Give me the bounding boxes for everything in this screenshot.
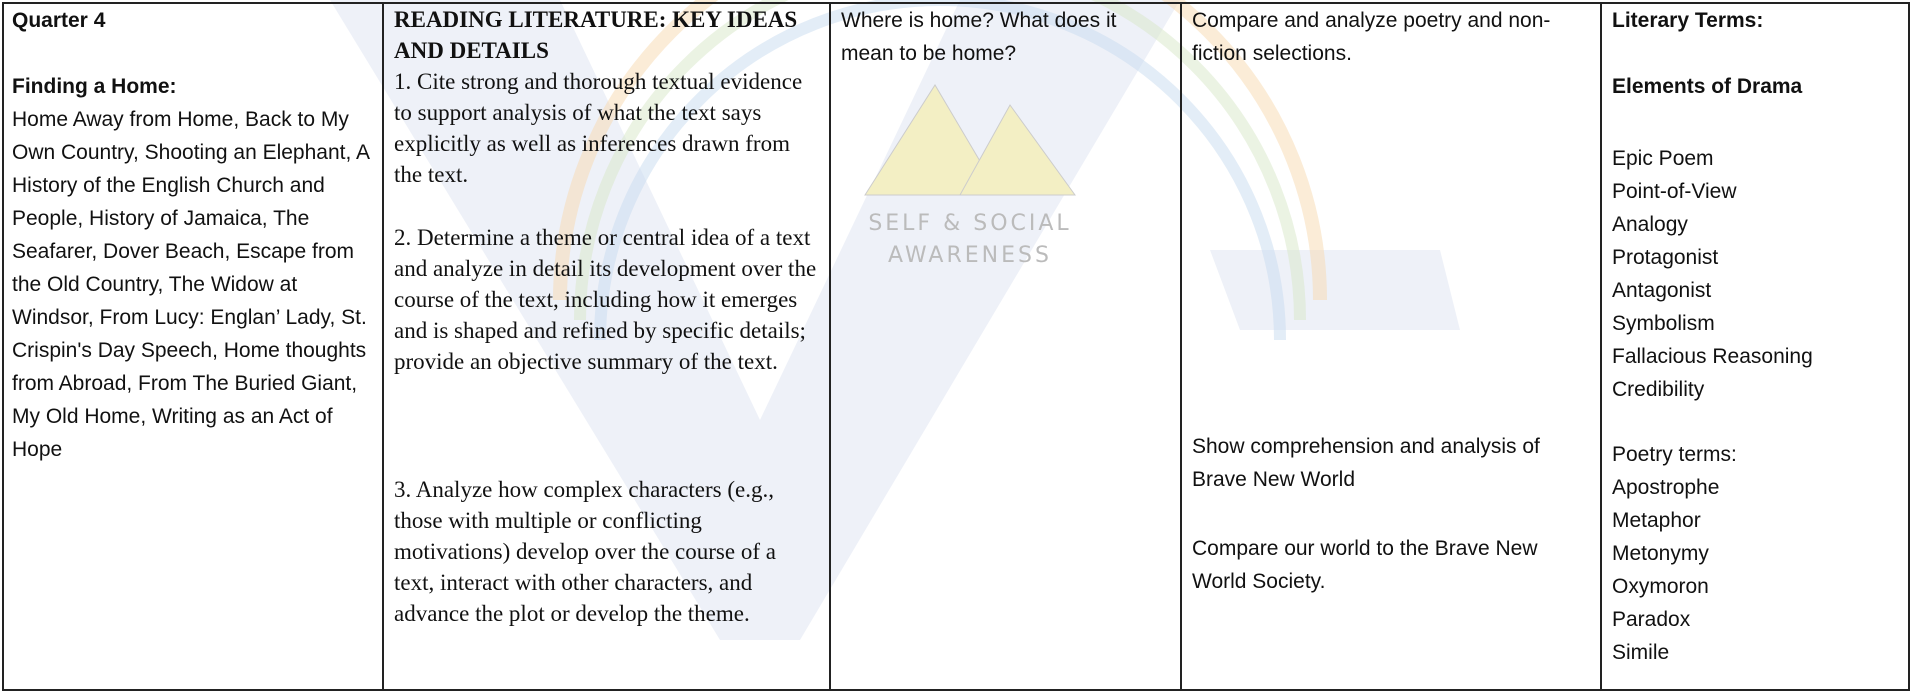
cell-text: Home Away from Home, Back to My Own Coun… (12, 108, 369, 461)
cell-goals: Compare and analyze poetry and non-ficti… (1180, 2, 1600, 691)
watermark-arc (574, 0, 1306, 321)
goal-item: Compare our world to the Brave New World… (1192, 537, 1538, 593)
cell-unit: Quarter 4 Finding a Home: Home Away from… (2, 2, 382, 691)
watermark-arc (553, 0, 1327, 301)
watermark-text: AWARENESS (888, 243, 1052, 268)
cell-title: Quarter 4 (12, 9, 106, 32)
poetry-list: Poetry terms: Apostrophe Metaphor Metonymy… (1612, 438, 1900, 669)
logo-triangle (864, 84, 1001, 196)
term: Point-of-View (1612, 180, 1737, 203)
term: Apostrophe (1612, 476, 1720, 499)
goal-item: Compare and analyze poetry and non-ficti… (1192, 9, 1551, 65)
watermark-text: SELF & SOCIAL (868, 211, 1071, 236)
term: Paradox (1612, 608, 1691, 631)
goal-item: Show comprehension and analysis of Brave… (1192, 435, 1540, 491)
cell-subtitle: Finding a Home: (12, 75, 177, 98)
cell-standards: READING LITERATURE: KEY IDEAS AND DETAIL… (382, 2, 829, 691)
standard-item: 1. Cite strong and thorough textual evid… (394, 69, 803, 187)
term-list: Epic Poem Point-of-View Analogy Protagonist… (1612, 142, 1900, 406)
term: Epic Poem (1612, 147, 1714, 170)
watermark-arc (594, 0, 1286, 341)
term: Metonymy (1612, 542, 1709, 565)
cell-question: Where is home? What does it mean to be h… (829, 2, 1180, 691)
poetry-heading: Poetry terms: (1612, 443, 1737, 466)
term: Simile (1612, 641, 1670, 664)
cell-terms: Literary Terms: Elements of Drama Epic P… (1600, 2, 1910, 691)
standard-item: 2. Determine a theme or central idea of … (394, 225, 817, 374)
standard-item: 3. Analyze how complex characters (e.g.,… (394, 477, 776, 626)
logo-triangle (959, 104, 1076, 196)
cell-subtitle: Elements of Drama (1612, 75, 1803, 98)
term: Analogy (1612, 213, 1688, 236)
cell-heading: READING LITERATURE: KEY IDEAS AND DETAIL… (394, 7, 798, 63)
term: Antagonist (1612, 279, 1712, 302)
term: Credibility (1612, 378, 1705, 401)
term: Protagonist (1612, 246, 1719, 269)
term: Fallacious Reasoning (1612, 345, 1813, 368)
term: Symbolism (1612, 312, 1715, 335)
cell-title: Literary Terms: (1612, 9, 1764, 32)
term: Oxymoron (1612, 575, 1709, 598)
cell-text: Where is home? What does it mean to be h… (841, 9, 1117, 65)
term: Metaphor (1612, 509, 1701, 532)
